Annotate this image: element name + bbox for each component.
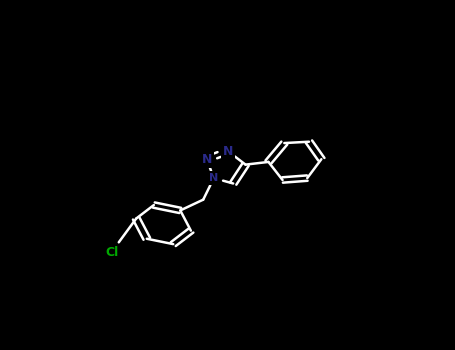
Text: N: N	[222, 145, 233, 158]
Text: N: N	[202, 153, 212, 166]
Text: Cl: Cl	[105, 246, 118, 259]
Text: N: N	[209, 173, 218, 183]
